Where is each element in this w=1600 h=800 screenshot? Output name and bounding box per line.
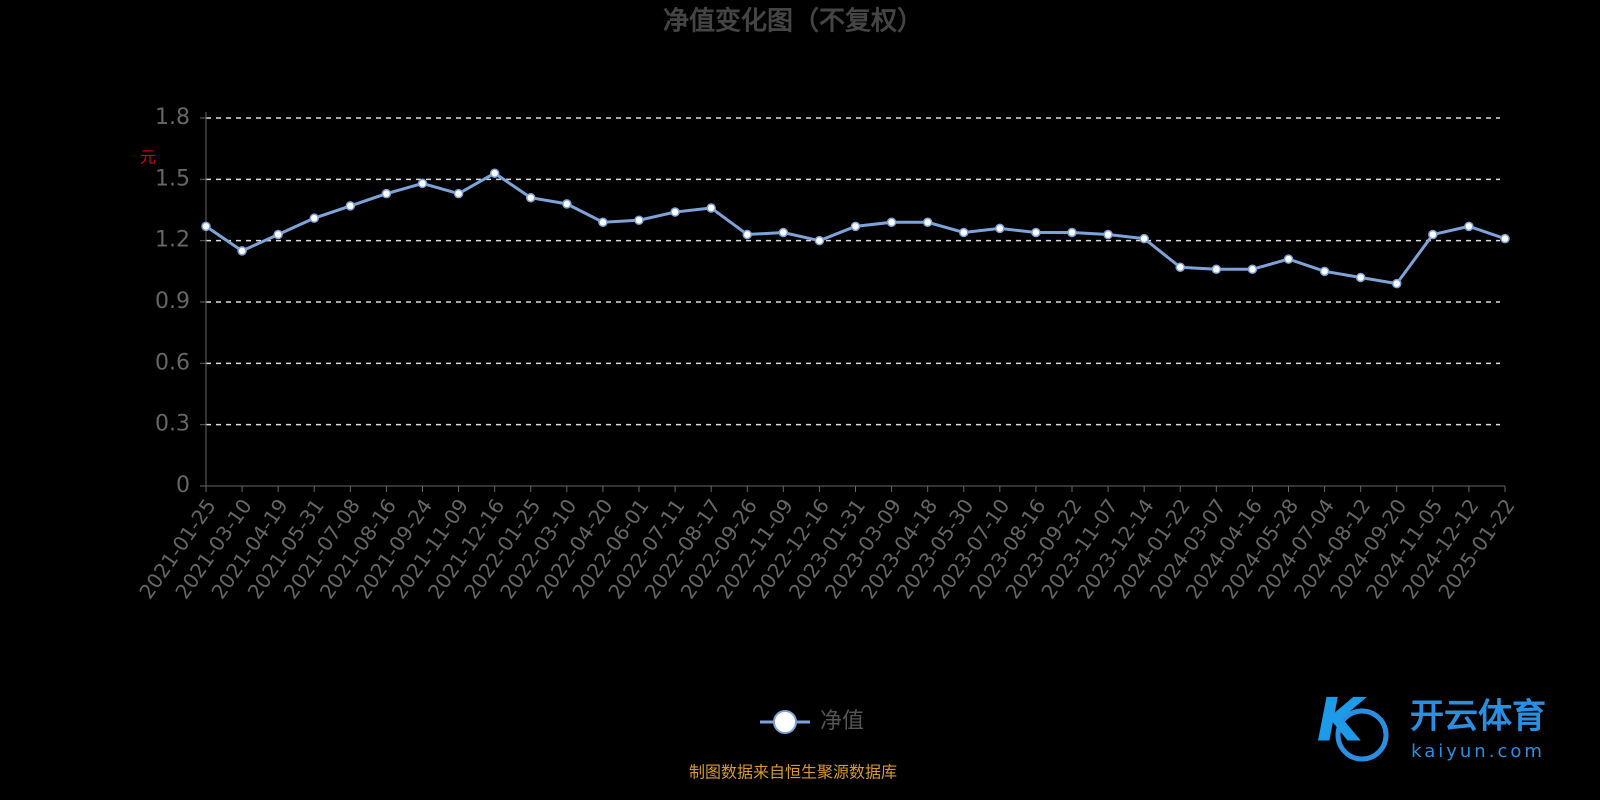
logo-ring: [1335, 708, 1389, 762]
point: [273, 229, 283, 240]
point: [526, 192, 536, 203]
point: [959, 227, 969, 238]
point: [417, 178, 428, 189]
logo-k: K: [1317, 686, 1368, 756]
point: [237, 246, 247, 256]
point: [1247, 264, 1258, 275]
point: [814, 235, 825, 246]
point: [489, 168, 500, 178]
point: [201, 221, 211, 232]
y-tick-label: 1.5: [155, 166, 190, 191]
y-tick-label: 0.9: [155, 289, 190, 314]
point: [309, 213, 319, 223]
point: [1211, 264, 1222, 275]
y-tick-label: 0.6: [155, 350, 190, 375]
point: [922, 217, 933, 228]
point: [453, 188, 464, 199]
point: [850, 221, 861, 232]
point: [1283, 254, 1294, 264]
point: [1464, 221, 1474, 232]
watermark-name: 开云体育: [1410, 697, 1546, 737]
legend-label: 净值: [820, 709, 864, 734]
point: [670, 207, 680, 217]
point: [1103, 229, 1113, 240]
point: [1355, 272, 1366, 283]
source-note: 制图数据来自恒生聚源数据库: [689, 763, 897, 782]
point: [742, 229, 752, 240]
point: [381, 188, 392, 199]
point: [995, 223, 1005, 234]
point: [1428, 229, 1438, 240]
watermark-url: kaiyun.com: [1411, 741, 1545, 762]
point: [598, 217, 608, 228]
y-tick-label: 1.8: [155, 105, 190, 130]
y-axis-label: 元: [140, 148, 156, 167]
point: [1031, 227, 1041, 238]
point: [1139, 233, 1149, 244]
y-tick-label: 0: [176, 473, 190, 498]
legend-marker: [773, 710, 797, 734]
point: [706, 203, 716, 213]
point: [1175, 262, 1185, 272]
point: [562, 199, 572, 209]
point: [1067, 227, 1077, 238]
point: [1500, 233, 1510, 244]
point: [1319, 266, 1330, 277]
point: [634, 215, 644, 225]
point: [1392, 278, 1402, 289]
point: [886, 217, 897, 228]
y-tick-label: 1.2: [155, 228, 190, 253]
point: [778, 227, 789, 238]
point: [345, 201, 356, 211]
watermark: K 开云体育 kaiyun.com: [1317, 686, 1546, 762]
y-tick-label: 0.3: [155, 412, 190, 437]
chart-title: 净值变化图（不复权）: [663, 6, 923, 37]
